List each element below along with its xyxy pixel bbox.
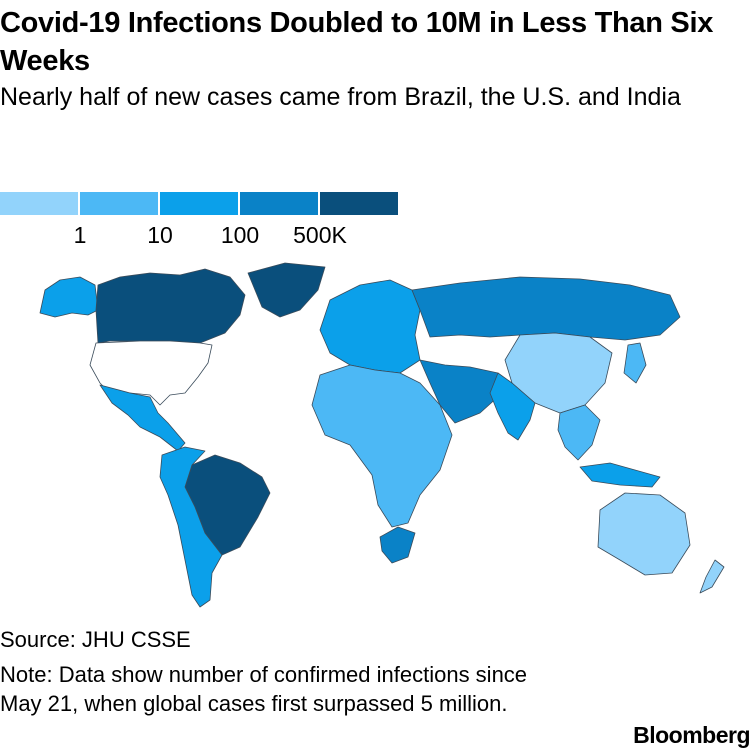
region-indonesia [579,462,661,488]
legend-tick: 1 [73,222,87,248]
region-mexico-central-america [99,384,186,452]
data-note: Note: Data show number of confirmed infe… [0,662,528,716]
region-europe [319,279,421,374]
chart-subtitle: Nearly half of new cases came from Brazi… [0,83,681,111]
legend-bin [160,192,238,215]
region-australia [597,492,691,576]
legend-tick: 10 [147,222,173,248]
legend-bin [240,192,318,215]
region-new-zealand [699,559,725,594]
region-africa [311,364,453,528]
region-south-africa [379,526,416,564]
world-map [39,262,725,608]
legend-bin [320,192,398,215]
legend-bin [0,192,78,215]
region-russia [411,276,681,341]
region-south-america [159,446,223,608]
region-canada [95,268,246,344]
chart-title: Covid-19 Infections Doubled to 10M in Le… [0,7,714,77]
legend-bin [80,192,158,215]
source-note: Source: JHU CSSE [0,627,191,652]
legend-bins [0,192,400,215]
legend-tick: 100 [220,222,260,248]
region-alaska [39,276,99,318]
region-middle-east [419,359,501,424]
color-legend: 1 10 100 500K [0,192,400,252]
region-southeast-asia [557,404,601,461]
bloomberg-logo: Bloomberg [633,722,750,748]
region-greenland [247,262,326,318]
region-india [489,372,536,441]
region-japan [623,342,647,384]
legend-tick: 500K [293,222,347,248]
